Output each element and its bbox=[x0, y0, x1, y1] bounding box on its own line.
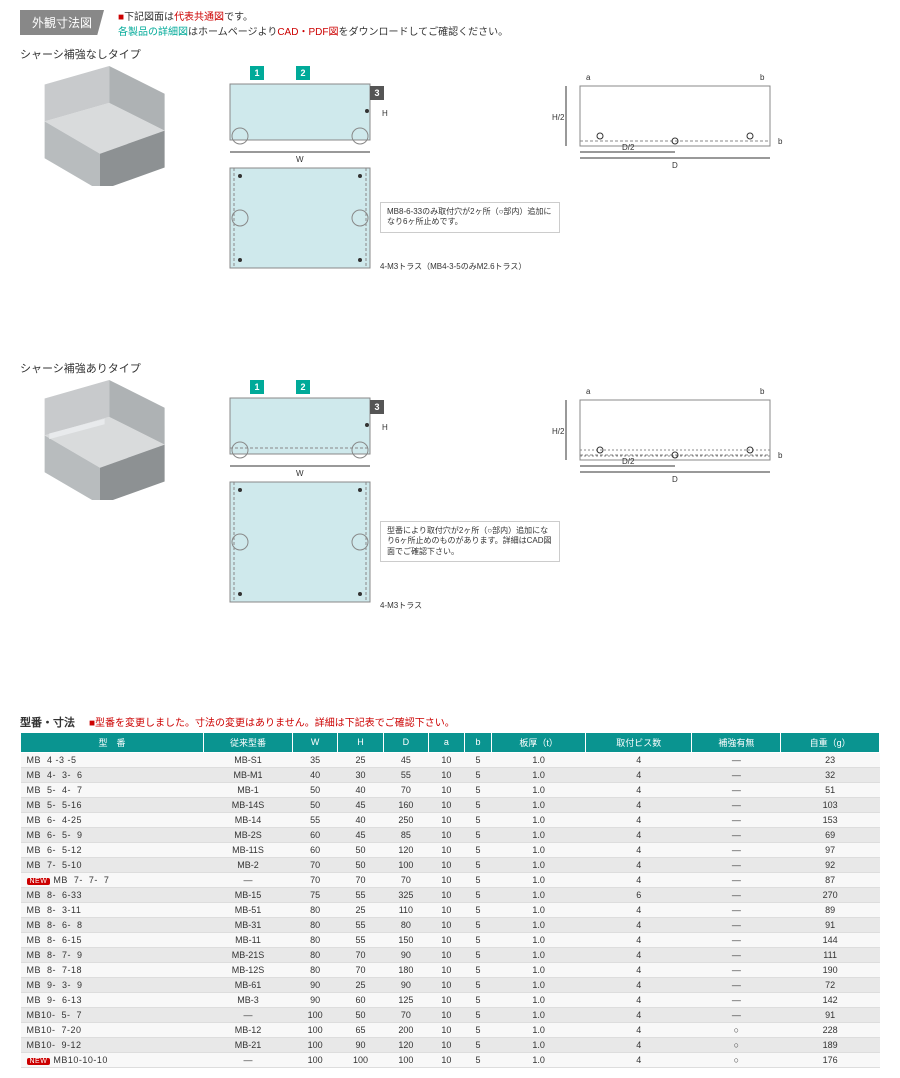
svg-text:H/2: H/2 bbox=[552, 113, 565, 122]
callout-3: 3 bbox=[370, 86, 384, 100]
table-row: MB 8- 6- 8MB-318055801051.04—91 bbox=[21, 917, 880, 932]
annot4: 4-M3トラス bbox=[380, 600, 570, 611]
section2-title: シャーシ補強ありタイプ bbox=[20, 360, 880, 376]
svg-text:W: W bbox=[296, 469, 304, 478]
svg-text:a: a bbox=[586, 73, 591, 82]
section1-diagrams: W H 1 2 3 MB8-6-33のみ取付穴が2ヶ所（○部内）追加になり6ヶ所… bbox=[20, 66, 880, 352]
col-header: H bbox=[338, 732, 383, 752]
svg-text:b: b bbox=[778, 137, 783, 146]
annot1: MB8-6-33のみ取付穴が2ヶ所（○部内）追加になり6ヶ所止めです。 bbox=[380, 202, 560, 233]
col-header: 取付ビス数 bbox=[585, 732, 692, 752]
table-row: MB 4 -3 -5MB-S13525451051.04—23 bbox=[21, 752, 880, 767]
side-view-2: D D/2 H/2 a b b bbox=[550, 380, 880, 706]
col-header: 自重（g） bbox=[781, 732, 880, 752]
col-header: 板厚（t） bbox=[492, 732, 586, 752]
table-note: ■型番を変更しました。寸法の変更はありません。詳細は下記表でご確認下さい。 bbox=[89, 714, 455, 729]
table-row: NEWMB 7- 7- 7—7070701051.04—87 bbox=[21, 872, 880, 887]
section1-title: シャーシ補強なしタイプ bbox=[20, 46, 880, 62]
col-header: W bbox=[292, 732, 337, 752]
table-row: MB 8- 7-18MB-12S80701801051.04—190 bbox=[21, 962, 880, 977]
col-header: 型 番 bbox=[21, 732, 204, 752]
chassis-3d-no-reinforce bbox=[20, 66, 200, 352]
table-row: MB 4- 3- 6MB-M14030551051.04—32 bbox=[21, 767, 880, 782]
front-bottom-views-2: W H 1 2 3 型番により取付穴が2ヶ所（○部内）追加になり6ヶ所止めのもの… bbox=[210, 380, 540, 706]
table-title: 型番・寸法 bbox=[20, 714, 75, 730]
col-header: D bbox=[383, 732, 428, 752]
table-row: MB10- 5- 7—10050701051.04—91 bbox=[21, 1007, 880, 1022]
col-header: 補強有無 bbox=[692, 732, 781, 752]
front-bottom-views-1: W H 1 2 3 MB8-6-33のみ取付穴が2ヶ所（○部内）追加になり6ヶ所… bbox=[210, 66, 540, 352]
svg-text:b: b bbox=[778, 451, 783, 460]
svg-text:b: b bbox=[760, 73, 765, 82]
svg-text:D/2: D/2 bbox=[622, 143, 635, 152]
table-row: MB10- 9-12MB-21100901201051.04○189 bbox=[21, 1037, 880, 1052]
section2-diagrams: W H 1 2 3 型番により取付穴が2ヶ所（○部内）追加になり6ヶ所止めのもの… bbox=[20, 380, 880, 706]
col-header: a bbox=[429, 732, 465, 752]
annot2: 4-M3トラス（MB4-3-5のみM2.6トラス） bbox=[380, 261, 560, 272]
col-header: 従来型番 bbox=[204, 732, 293, 752]
svg-text:b: b bbox=[760, 387, 765, 396]
table-row: MB 6- 5-12MB-11S60501201051.04—97 bbox=[21, 842, 880, 857]
header-notes: ■下記図面は代表共通図です。 各製品の詳細図はホームページよりCAD・PDF図を… bbox=[118, 10, 508, 40]
table-row: MB 9- 3- 9MB-619025901051.04—72 bbox=[21, 977, 880, 992]
title-badge: 外観寸法図 bbox=[20, 10, 104, 35]
table-row: MB 8- 6-33MB-1575553251051.06—270 bbox=[21, 887, 880, 902]
table-row: MB10- 7-20MB-12100652001051.04○228 bbox=[21, 1022, 880, 1037]
side-view-1: D D/2 H/2 a b b bbox=[550, 66, 880, 352]
table-row: MB 5- 5-16MB-14S50451601051.04—103 bbox=[21, 797, 880, 812]
svg-text:H/2: H/2 bbox=[552, 427, 565, 436]
callout-2: 2 bbox=[296, 66, 310, 80]
col-header: b bbox=[464, 732, 492, 752]
table-row: MB 7- 5-10MB-270501001051.04—92 bbox=[21, 857, 880, 872]
table-row: NEWMB10-10-10—1001001001051.04○176 bbox=[21, 1052, 880, 1067]
svg-text:H: H bbox=[382, 423, 388, 432]
annot3: 型番により取付穴が2ヶ所（○部内）追加になり6ヶ所止めのものがあります。詳細はC… bbox=[380, 521, 560, 562]
svg-text:H: H bbox=[382, 109, 388, 118]
chassis-3d-reinforce bbox=[20, 380, 200, 706]
svg-text:W: W bbox=[296, 155, 304, 164]
table-row: MB 8- 6-15MB-1180551501051.04—144 bbox=[21, 932, 880, 947]
svg-text:D: D bbox=[672, 161, 678, 170]
svg-text:a: a bbox=[586, 387, 591, 396]
table-row: MB 8- 3-11MB-5180251101051.04—89 bbox=[21, 902, 880, 917]
callout-1: 1 bbox=[250, 66, 264, 80]
header: 外観寸法図 ■下記図面は代表共通図です。 各製品の詳細図はホームページよりCAD… bbox=[20, 10, 880, 40]
table-row: MB 9- 6-13MB-390601251051.04—142 bbox=[21, 992, 880, 1007]
table-row: MB 8- 7- 9MB-21S8070901051.04—111 bbox=[21, 947, 880, 962]
table-row: MB 6- 5- 9MB-2S6045851051.04—69 bbox=[21, 827, 880, 842]
table-row: MB 6- 4-25MB-1455402501051.04—153 bbox=[21, 812, 880, 827]
table-row: MB 5- 4- 7MB-15040701051.04—51 bbox=[21, 782, 880, 797]
svg-text:D: D bbox=[672, 475, 678, 484]
svg-text:D/2: D/2 bbox=[622, 457, 635, 466]
